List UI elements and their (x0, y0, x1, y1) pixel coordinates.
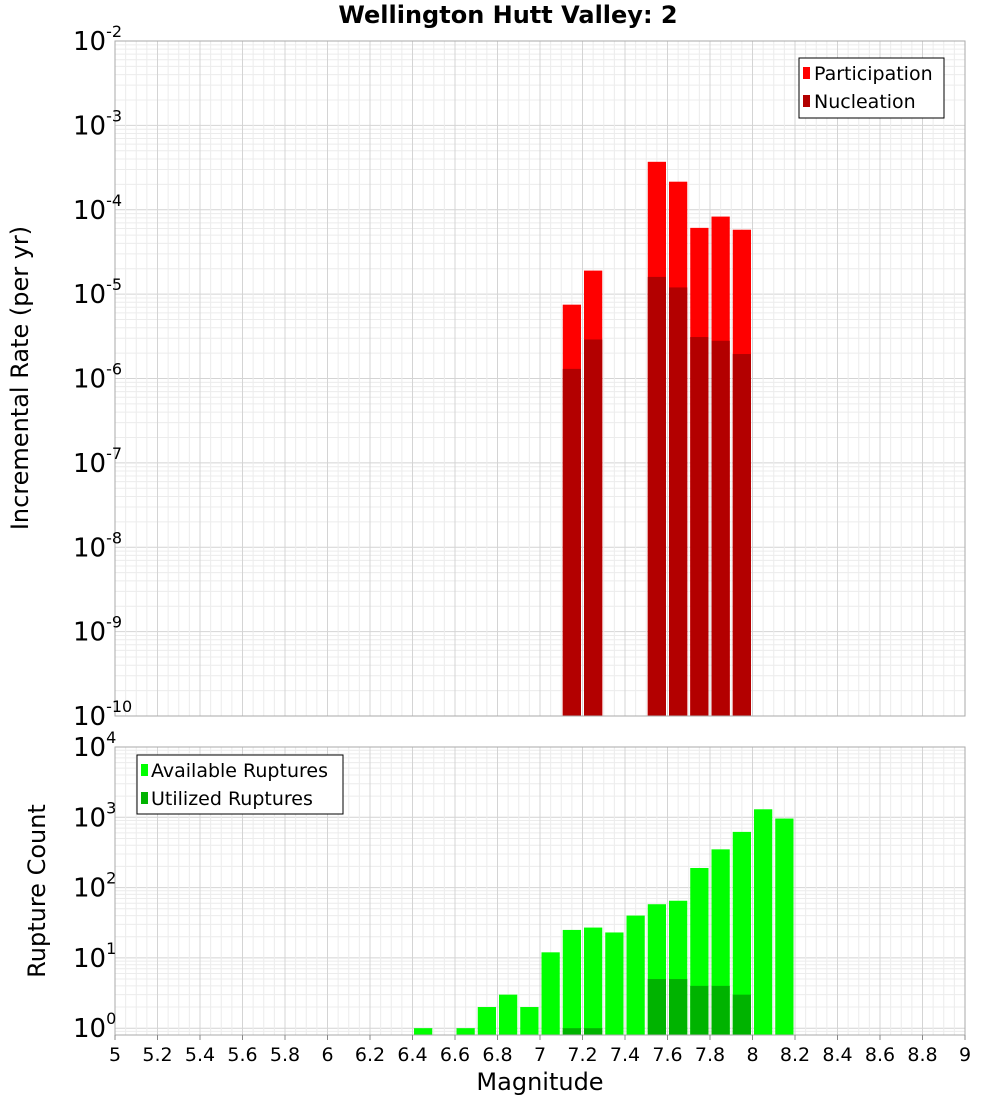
utilized-ruptures-bar-7_75 (690, 985, 709, 1035)
available-legend-label: Available Ruptures (151, 760, 328, 782)
available-ruptures-bar-6_95 (520, 1007, 539, 1035)
x-axis-ticks: 5 5.2 5.4 5.6 5.8 6 6.2 6.4 6.6 6.8 7 7.2 7.4 7.6 7.8 8… (109, 1035, 971, 1066)
count-panel: 100 101 102 103 104 Rupture Count Available … (23, 728, 966, 1044)
x-tick-label: 5.4 (185, 1044, 215, 1066)
available-legend-swatch (141, 764, 148, 776)
participation-legend-label: Participation (814, 63, 933, 85)
x-tick-label: 7 (534, 1044, 546, 1066)
x-tick-label: 6.6 (440, 1044, 470, 1066)
x-tick-label: 6.8 (482, 1044, 512, 1066)
utilized-legend-swatch (141, 792, 148, 804)
count-legend-box (136, 754, 344, 815)
available-ruptures-bar-6_65 (456, 1028, 475, 1035)
x-axis-label: Magnitude (476, 1068, 603, 1096)
nucleation-bar-7_15 (562, 368, 581, 716)
rate-y-tick-label: 10-6 (73, 360, 122, 395)
x-tick-label: 8.6 (865, 1044, 895, 1066)
x-tick-label: 5.8 (270, 1044, 300, 1066)
rate-y-tick-label: 10-10 (73, 697, 132, 732)
available-ruptures-bar-6_85 (499, 994, 518, 1035)
utilized-legend-label: Utilized Ruptures (151, 788, 313, 810)
nucleation-bar-7_75 (690, 337, 709, 716)
nucleation-bar-7_55 (647, 276, 666, 716)
rate-plot-frame (114, 40, 966, 717)
x-tick-label: 8.8 (907, 1044, 937, 1066)
available-ruptures-bar-7_05 (541, 952, 560, 1035)
available-ruptures-bar-8_15 (775, 818, 794, 1035)
rate-y-axis-label: Incremental Rate (per yr) (6, 226, 34, 530)
nucleation-legend-swatch (803, 95, 810, 107)
available-ruptures-bar-7_25 (584, 927, 603, 1035)
x-tick-label: 6 (321, 1044, 333, 1066)
count-y-axis-label: Rupture Count (23, 804, 51, 978)
rate-y-tick-label: 10-3 (73, 106, 122, 141)
x-tick-label: 6.4 (397, 1044, 427, 1066)
count-y-ticks: 100 101 102 103 104 (73, 728, 116, 1044)
count-bars (414, 809, 794, 1035)
available-ruptures-bar-6_45 (414, 1028, 433, 1035)
nucleation-bar-7_95 (732, 354, 751, 716)
x-tick-label: 8.2 (780, 1044, 810, 1066)
count-y-tick-label: 102 (73, 869, 116, 904)
rate-y-tick-label: 10-5 (73, 275, 122, 310)
x-tick-label: 6.2 (355, 1044, 385, 1066)
count-y-tick-label: 100 (73, 1009, 116, 1044)
participation-legend-swatch (803, 67, 810, 79)
rate-y-tick-label: 10-9 (73, 613, 122, 648)
rate-grid (114, 41, 966, 717)
chart-title: Wellington Hutt Valley: 2 (338, 1, 677, 29)
available-ruptures-bar-7_95 (732, 831, 751, 1035)
rate-y-tick-label: 10-2 (73, 22, 122, 57)
utilized-ruptures-bar-7_15 (562, 1028, 581, 1035)
available-ruptures-bar-7_45 (626, 915, 645, 1035)
rate-panel: 10-10 10-9 10-8 10-7 10-6 10-5 10-4 10-3 10-2 In… (6, 22, 966, 732)
nucleation-legend-label: Nucleation (814, 91, 916, 113)
available-ruptures-bar-7_15 (562, 929, 581, 1035)
x-tick-label: 5 (109, 1044, 121, 1066)
utilized-ruptures-bar-7_55 (647, 979, 666, 1035)
available-ruptures-bar-8_05 (754, 809, 773, 1035)
count-y-tick-label: 104 (73, 728, 116, 763)
count-grid (114, 747, 966, 1036)
available-ruptures-bar-7_35 (605, 932, 624, 1035)
count-legend: Available Ruptures Utilized Ruptures (136, 754, 344, 815)
x-tick-label: 8.4 (822, 1044, 852, 1066)
rate-legend: Participation Nucleation (798, 57, 945, 119)
count-y-tick-label: 103 (73, 798, 116, 833)
utilized-ruptures-bar-7_25 (584, 1028, 603, 1035)
rate-legend-box (798, 57, 945, 119)
x-tick-label: 5.2 (142, 1044, 172, 1066)
x-tick-label: 7.6 (652, 1044, 682, 1066)
rate-bars (562, 161, 751, 717)
utilized-ruptures-bar-7_65 (669, 979, 688, 1035)
x-tick-label: 5.6 (227, 1044, 257, 1066)
nucleation-bar-7_85 (711, 340, 730, 716)
utilized-ruptures-bar-7_85 (711, 985, 730, 1035)
x-tick-label: 9 (959, 1044, 971, 1066)
rate-y-tick-label: 10-4 (73, 191, 122, 226)
x-tick-label: 7.8 (695, 1044, 725, 1066)
utilized-ruptures-bar-7_95 (732, 994, 751, 1035)
x-tick-label: 8 (746, 1044, 758, 1066)
rate-y-tick-label: 10-8 (73, 528, 122, 563)
nucleation-bar-7_65 (669, 287, 688, 716)
rate-y-ticks: 10-10 10-9 10-8 10-7 10-6 10-5 10-4 10-3 10-2 (73, 22, 132, 732)
x-tick-label: 7.2 (567, 1044, 597, 1066)
count-y-tick-label: 101 (73, 939, 116, 974)
rate-y-tick-label: 10-7 (73, 444, 122, 479)
available-ruptures-bar-6_75 (477, 1007, 496, 1035)
nucleation-bar-7_25 (584, 339, 603, 716)
x-tick-label: 7.4 (610, 1044, 640, 1066)
